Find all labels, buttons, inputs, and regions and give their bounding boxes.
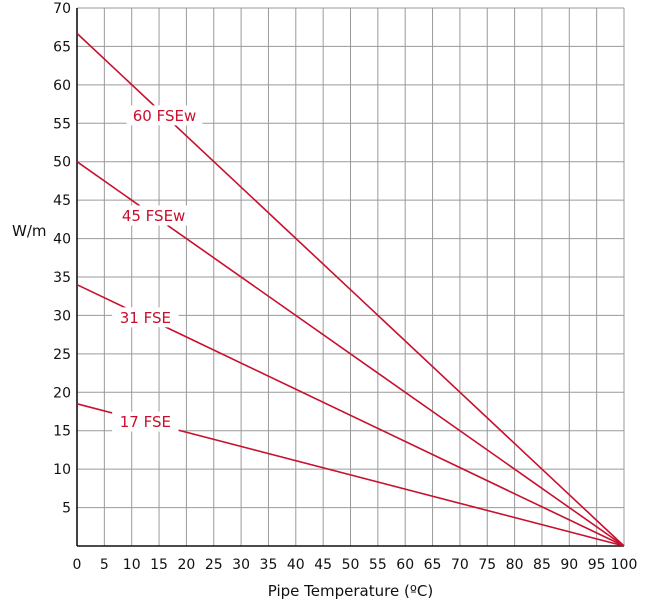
grid	[77, 7, 625, 546]
x-tick-label: 25	[205, 557, 223, 573]
x-tick-labels: 0 5 10 15 20 25 30 35 40 45 50 55 60 65 70 75 80 85 90 95 10…	[73, 557, 638, 573]
y-tick-label: 10	[53, 462, 71, 478]
series-label: 31 FSE	[120, 309, 171, 327]
x-tick-label: 20	[177, 557, 195, 573]
x-tick-label: 80	[506, 557, 524, 573]
axes	[76, 8, 624, 547]
series-line	[76, 161, 625, 547]
x-tick-label: 95	[588, 557, 606, 573]
series-label: 60 FSEw	[133, 107, 197, 125]
series-label: 45 FSEw	[122, 207, 186, 225]
y-tick-label: 25	[53, 347, 71, 363]
y-tick-label: 15	[53, 424, 71, 440]
x-tick-label: 45	[314, 557, 332, 573]
x-tick-label: 50	[342, 557, 360, 573]
x-tick-label: 70	[451, 557, 469, 573]
y-tick-label: 60	[53, 78, 71, 94]
x-tick-label: 15	[150, 557, 168, 573]
series-labels: 60 FSEw 45 FSEw 31 FSE 17 FSE	[112, 105, 203, 432]
x-tick-label: 75	[478, 557, 496, 573]
y-tick-label: 30	[53, 308, 71, 324]
x-tick-label: 60	[396, 557, 414, 573]
y-tick-label: 35	[53, 270, 71, 286]
y-tick-label: 5	[62, 501, 71, 517]
series-label-bg	[112, 307, 179, 328]
series-label-bg	[112, 411, 179, 432]
y-tick-label: 40	[53, 232, 71, 248]
x-tick-label: 40	[287, 557, 305, 573]
y-tick-labels: 5 10 15 20 25 30 35 40 45 50 55 60 65 70	[53, 1, 71, 517]
x-tick-label: 55	[369, 557, 387, 573]
y-tick-label: 20	[53, 385, 71, 401]
x-axis-label: Pipe Temperature (ºC)	[268, 582, 433, 600]
y-tick-label: 65	[53, 39, 71, 55]
y-tick-label: 70	[53, 1, 71, 17]
series-label-bg	[115, 205, 192, 226]
x-tick-label: 5	[100, 557, 109, 573]
x-tick-label: 65	[424, 557, 442, 573]
x-tick-label: 85	[533, 557, 551, 573]
series-label-bg	[126, 105, 203, 126]
y-tick-label: 55	[53, 116, 71, 132]
series-line	[76, 283, 625, 547]
x-tick-label: 0	[73, 557, 82, 573]
y-axis-label: W/m	[12, 222, 47, 240]
x-tick-label: 10	[123, 557, 141, 573]
x-tick-label: 30	[232, 557, 250, 573]
y-tick-label: 50	[53, 155, 71, 171]
x-tick-label: 35	[260, 557, 278, 573]
x-tick-label: 90	[560, 557, 578, 573]
series-label: 17 FSE	[120, 413, 171, 431]
x-tick-label: 100	[611, 557, 638, 573]
y-tick-label: 45	[53, 193, 71, 209]
